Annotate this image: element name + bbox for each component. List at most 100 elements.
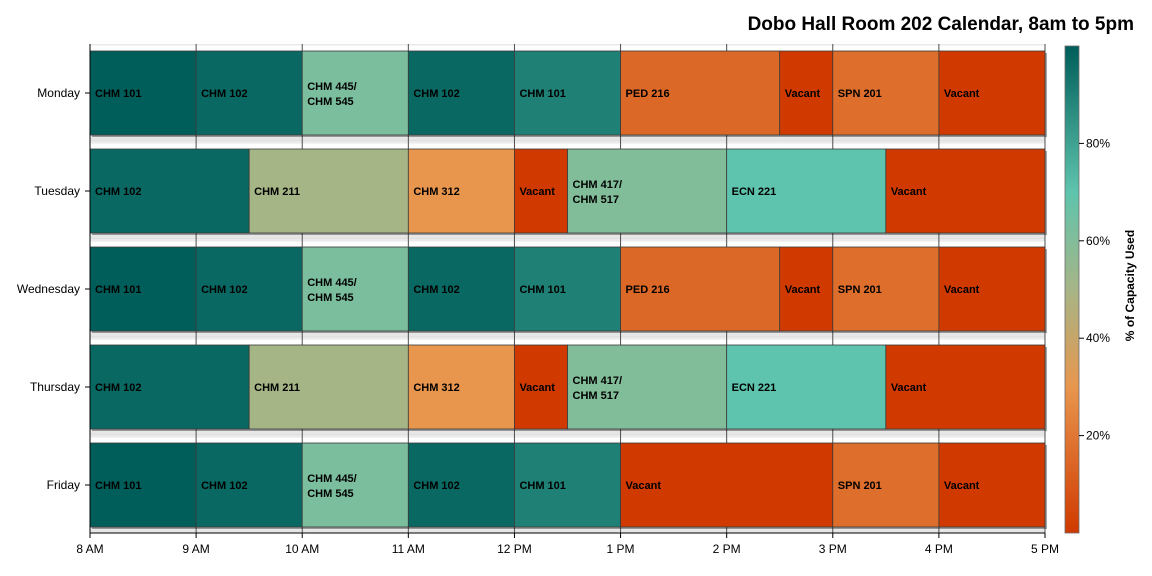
bar-label: CHM 102	[413, 284, 459, 296]
schedule-bar: CHM 102	[195, 442, 305, 529]
schedule-bar: CHM 102	[89, 148, 252, 235]
bar-label: CHM 211	[254, 186, 300, 198]
bar-rect	[832, 442, 940, 528]
bar-label: Vacant	[626, 480, 662, 492]
bar-rect	[567, 148, 728, 234]
x-tick-label: 4 PM	[925, 542, 953, 556]
schedule-bar: CHM 211	[248, 148, 411, 235]
bar-label: Vacant	[785, 284, 821, 296]
bar-rect	[885, 344, 1046, 430]
bar-label: CHM 101	[95, 284, 141, 296]
legend-tick-label: 80%	[1086, 136, 1110, 150]
bar-label: Vacant	[891, 186, 927, 198]
bar-label: CHM 102	[413, 88, 459, 100]
bar-label: CHM 101	[519, 88, 565, 100]
bar-label: CHM 445/CHM 545	[307, 277, 357, 304]
bar-rect	[407, 148, 515, 234]
x-tick-label: 1 PM	[607, 542, 635, 556]
bar-label: CHM 445/CHM 545	[307, 473, 357, 500]
y-tick-label: Friday	[47, 478, 80, 492]
bar-label: CHM 102	[201, 480, 247, 492]
bar-label: CHM 102	[95, 382, 141, 394]
bar-label: CHM 417/CHM 517	[573, 375, 623, 402]
schedule-bar: CHM 417/CHM 517	[567, 148, 729, 235]
bar-rect	[248, 344, 409, 430]
axes: Monday Tuesday Wednesday Thursday Friday 8 AM…	[17, 44, 1059, 556]
bar-rect	[620, 50, 781, 136]
bar-rect	[938, 442, 1046, 528]
bar-label: Vacant	[944, 480, 980, 492]
bar-rect	[301, 442, 409, 528]
bar-label: Vacant	[891, 382, 927, 394]
color-legend: 20% 40% 60% 80% % of Capacity Used	[1064, 45, 1137, 534]
bar-rect	[407, 442, 515, 528]
bar-rect	[407, 50, 515, 136]
bar-label: CHM 102	[95, 186, 141, 198]
schedule-bar: PED 216	[620, 246, 782, 333]
bar-label: CHM 102	[201, 284, 247, 296]
bar-label: Vacant	[785, 88, 821, 100]
schedule-bar: CHM 102	[407, 442, 517, 529]
bar-rect	[567, 344, 728, 430]
schedule-bar: CHM 102	[407, 246, 517, 333]
bar-rect	[779, 246, 834, 332]
schedule-bar: SPN 201	[832, 246, 941, 333]
bar-label: SPN 201	[838, 480, 882, 492]
x-tick-label: 3 PM	[819, 542, 847, 556]
chart-title: Dobo Hall Room 202 Calendar, 8am to 5pm	[747, 14, 1134, 35]
bar-rect	[514, 50, 621, 136]
bar-label: Vacant	[519, 186, 555, 198]
x-tick-label: 2 PM	[713, 542, 741, 556]
schedule-bar: Vacant	[779, 246, 835, 333]
schedule-bar: Vacant	[938, 50, 1047, 137]
schedule-bar: SPN 201	[832, 50, 941, 137]
bar-rect	[832, 246, 940, 332]
schedule-bar: CHM 312	[407, 344, 517, 431]
x-tick-label: 12 PM	[497, 542, 532, 556]
schedule-bar: SPN 201	[832, 442, 941, 529]
bar-rect	[726, 344, 887, 430]
bar-label: Vacant	[944, 88, 980, 100]
bar-rect	[938, 246, 1046, 332]
bar-rect	[407, 344, 515, 430]
schedule-bar: CHM 417/CHM 517	[567, 344, 729, 431]
bar-label: PED 216	[626, 88, 670, 100]
schedule-bar: CHM 101	[514, 246, 623, 333]
bar-rect	[89, 50, 197, 136]
bar-label: CHM 101	[95, 88, 141, 100]
y-tick-label: Thursday	[30, 380, 80, 394]
schedule-bar: Vacant	[514, 148, 570, 235]
bar-label: ECN 221	[732, 186, 777, 198]
bar-label: CHM 101	[95, 480, 141, 492]
schedule-bar: Vacant	[514, 344, 570, 431]
bar-rect	[620, 246, 781, 332]
bar-rect	[514, 344, 568, 430]
schedule-bar: Vacant	[938, 246, 1047, 333]
schedule-bar: CHM 101	[89, 246, 199, 333]
schedule-bar: Vacant	[885, 148, 1047, 235]
bar-label: PED 216	[626, 284, 670, 296]
bar-rect	[301, 50, 409, 136]
schedule-bar: CHM 102	[89, 344, 252, 431]
bar-rect	[301, 246, 409, 332]
schedule-bar: CHM 101	[89, 442, 199, 529]
bar-rect	[89, 148, 250, 234]
legend-title: % of Capacity Used	[1123, 230, 1137, 341]
schedule-bar: Vacant	[779, 50, 835, 137]
schedule-bar: Vacant	[938, 442, 1047, 529]
schedule-bar: ECN 221	[726, 148, 888, 235]
bar-rect	[779, 50, 834, 136]
bar-label: CHM 211	[254, 382, 300, 394]
legend-tick-label: 60%	[1086, 234, 1110, 248]
x-tick-label: 9 AM	[182, 542, 209, 556]
x-tick-label: 8 AM	[76, 542, 103, 556]
bar-label: CHM 102	[201, 88, 247, 100]
schedule-bar: CHM 445/CHM 545	[301, 50, 411, 137]
schedule-bar: CHM 211	[248, 344, 411, 431]
bar-label: CHM 417/CHM 517	[573, 179, 623, 206]
bar-label: Vacant	[944, 284, 980, 296]
legend-tick-label: 20%	[1086, 429, 1110, 443]
bar-label: SPN 201	[838, 284, 882, 296]
